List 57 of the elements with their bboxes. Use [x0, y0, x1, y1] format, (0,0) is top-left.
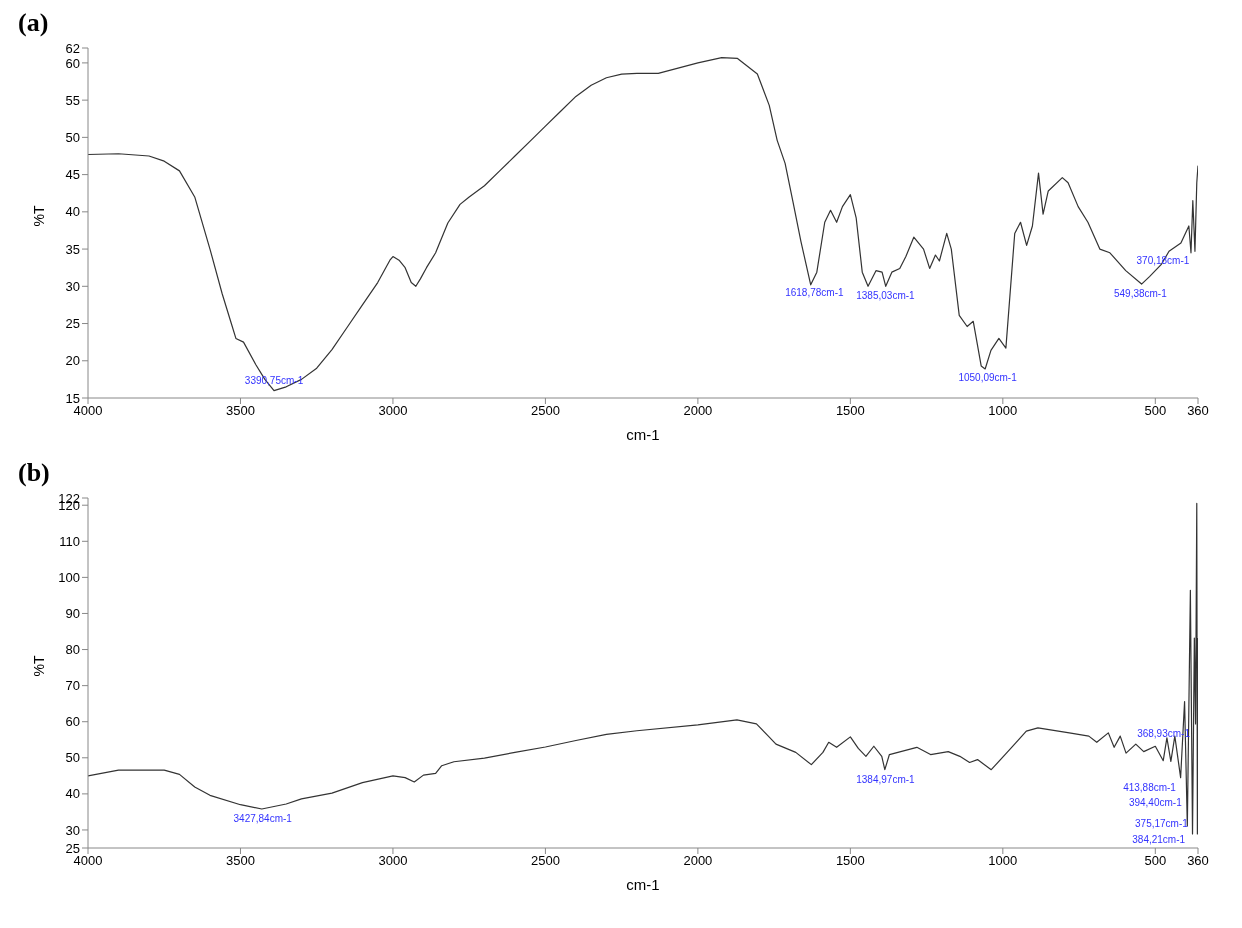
y-tick-label: 100	[58, 570, 80, 585]
y-tick-label: 50	[65, 129, 80, 145]
y-tick-label: 40	[65, 786, 80, 802]
x-axis-title: cm-1	[626, 426, 660, 443]
y-tick-label: 15	[65, 390, 80, 406]
y-tick-label: 50	[65, 750, 80, 766]
y-tick-label: 55	[65, 92, 80, 108]
y-tick-label: 30	[65, 822, 80, 838]
annotation: 413,88cm-1	[1123, 781, 1177, 793]
line-series	[88, 57, 1198, 392]
y-tick-label: 60	[65, 714, 80, 730]
x-tick-label: 3500	[226, 403, 255, 419]
x-tick-label: 360	[1187, 853, 1209, 869]
annotation: 384,21cm-1	[1132, 833, 1186, 845]
x-tick-label: 1500	[835, 403, 865, 419]
chart-title: (a)	[18, 8, 49, 38]
y-axis-title: %T	[30, 205, 47, 227]
x-tick-label: 2000	[683, 403, 713, 419]
y-tick-label: 20	[65, 353, 80, 369]
annotation: 3427,84cm-1	[233, 813, 293, 825]
x-tick-label: 500	[1144, 403, 1167, 419]
x-tick-label: 2500	[530, 403, 560, 419]
x-tick-label: 4000	[73, 853, 103, 869]
x-tick-label: 4000	[73, 403, 103, 419]
annotation: 1385,03cm-1	[856, 290, 916, 302]
annotation: 1618,78cm-1	[785, 286, 844, 298]
x-tick-label: 500	[1144, 853, 1167, 869]
y-tick-label: 80	[65, 642, 80, 658]
x-axis-title: cm-1	[626, 876, 660, 893]
y-tick-label: 25	[65, 840, 80, 856]
y-tick-label: 62	[65, 40, 80, 56]
y-tick-label: 70	[65, 678, 80, 694]
y-tick-label: 25	[65, 316, 80, 332]
x-tick-label: 3000	[378, 853, 408, 869]
y-tick-label: 60	[65, 55, 80, 71]
y-tick-label: 90	[65, 606, 80, 622]
annotation: 1050,09cm-1	[958, 372, 1018, 384]
y-tick-label: 40	[65, 204, 80, 220]
y-tick-label: 35	[65, 241, 80, 257]
x-tick-label: 1000	[988, 853, 1018, 869]
x-tick-label: 3000	[378, 403, 408, 419]
x-tick-label: 2500	[530, 853, 560, 869]
annotation: 375,17cm-1	[1135, 817, 1189, 829]
line-series	[88, 502, 1198, 835]
y-tick-label: 110	[59, 533, 80, 549]
annotation: 1384,97cm-1	[856, 773, 916, 785]
chart-title: (b)	[18, 458, 50, 488]
annotation: 549,38cm-1	[1113, 288, 1168, 300]
x-tick-label: 2000	[683, 853, 713, 869]
x-tick-label: 360	[1187, 403, 1209, 419]
y-tick-label: 30	[65, 278, 80, 294]
y-tick-label: 45	[65, 167, 80, 183]
x-tick-label: 1000	[988, 403, 1018, 419]
annotation: 394,40cm-1	[1128, 796, 1183, 808]
y-axis-title: %T	[30, 655, 47, 677]
x-tick-label: 1500	[835, 853, 865, 869]
x-tick-label: 3500	[226, 853, 255, 869]
